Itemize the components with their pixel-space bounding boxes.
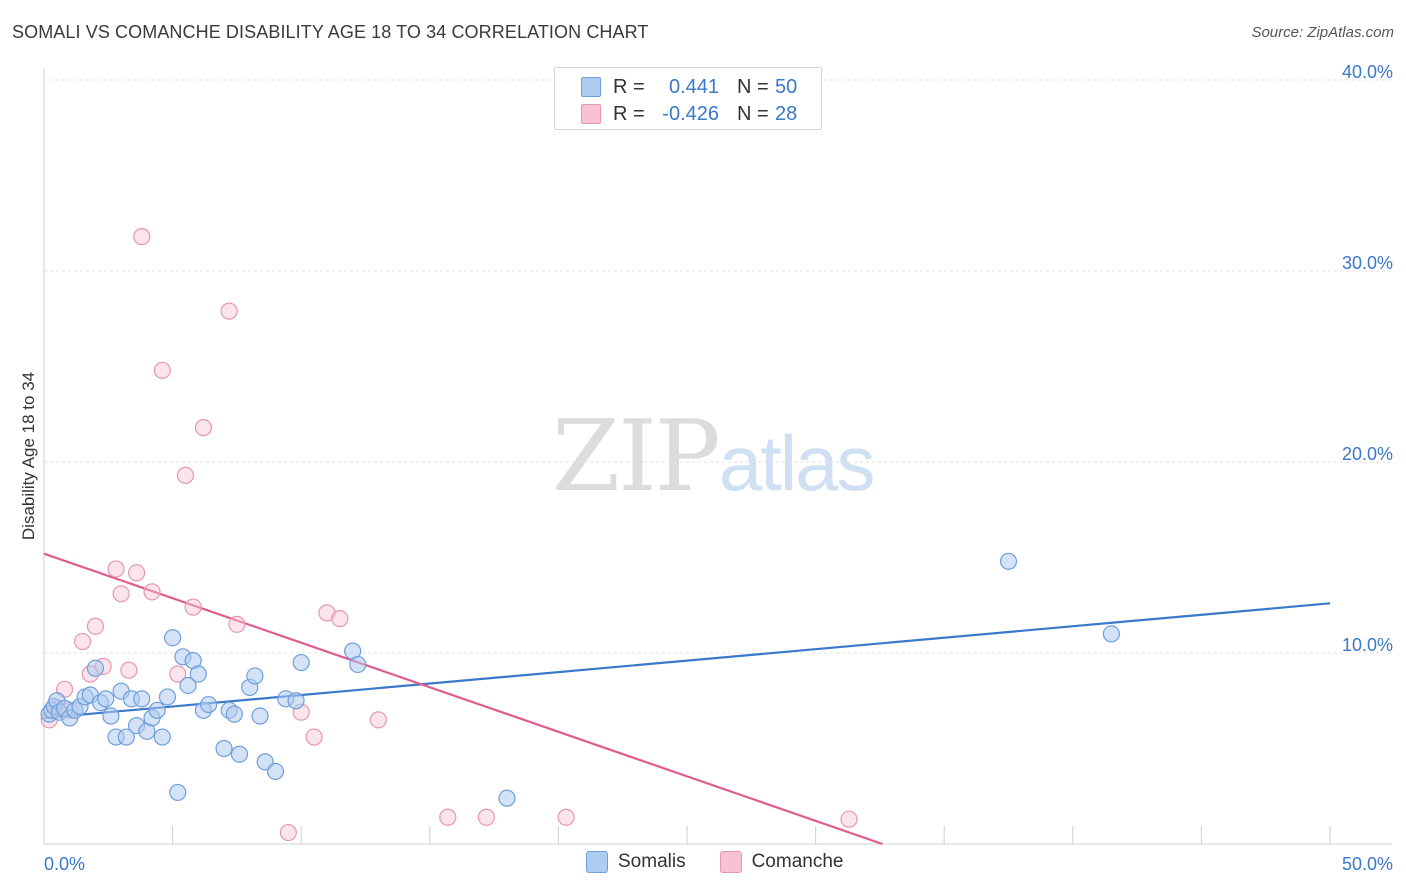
point-comanche [73, 632, 92, 651]
r-value-comanche: -0.426 [662, 102, 719, 125]
point-comanche [220, 302, 238, 320]
trend-line-somalis [43, 602, 1331, 720]
trend-lines [43, 552, 1331, 846]
series-legend: Somalis Comanche [586, 851, 877, 873]
legend-item-somalis[interactable]: Somalis [586, 851, 686, 873]
point-somalis [246, 667, 264, 685]
point-somalis [102, 707, 120, 725]
point-comanche [86, 617, 105, 635]
n-value-somalis: 50 [775, 75, 798, 98]
point-comanche [120, 661, 138, 679]
point-somalis [97, 690, 115, 708]
somalis-legend-swatch [586, 851, 608, 873]
axes [43, 68, 1392, 845]
point-somalis [86, 659, 105, 677]
comanche-swatch [581, 104, 601, 124]
source-credit: Source: ZipAtlas.com [1251, 24, 1394, 41]
x-tick-label-max: 50.0% [1342, 854, 1393, 874]
point-comanche [305, 728, 323, 746]
x-ticks [43, 826, 1331, 844]
point-somalis [153, 728, 171, 746]
r-label: R = [613, 102, 645, 125]
point-somalis [287, 692, 305, 710]
n-label: N = [737, 75, 769, 98]
point-somalis [225, 705, 243, 723]
point-comanche [194, 419, 213, 437]
n-value-comanche: 28 [775, 102, 798, 125]
point-somalis [169, 783, 187, 802]
point-somalis [292, 653, 310, 672]
y-tick-label: 40.0% [1342, 62, 1393, 82]
point-comanche [176, 466, 195, 484]
point-somalis [999, 552, 1018, 570]
y-axis-label: Disability Age 18 to 34 [19, 372, 38, 540]
point-somalis [133, 690, 151, 708]
chart-title: SOMALI VS COMANCHE DISABILITY AGE 18 TO … [12, 22, 649, 42]
legend-row-comanche: R = -0.426 N = 28 [581, 101, 797, 127]
legend-item-comanche[interactable]: Comanche [719, 851, 844, 873]
legend-label-comanche: Comanche [751, 851, 844, 872]
point-comanche [477, 808, 495, 826]
point-comanche [840, 810, 858, 828]
point-somalis [498, 789, 516, 807]
n-label: N = [737, 102, 769, 125]
point-somalis [230, 745, 249, 763]
correlation-legend: R = 0.441 N = 50 R = -0.426 N = 28 [554, 67, 822, 130]
y-tick-label: 20.0% [1342, 444, 1393, 464]
trend-line-comanche [43, 552, 883, 846]
point-somalis [164, 629, 182, 647]
x-tick-label-min: 0.0% [44, 854, 85, 874]
legend-label-somalis: Somalis [618, 851, 686, 872]
point-somalis [215, 739, 233, 758]
r-label: R = [613, 75, 645, 98]
y-tick-label: 30.0% [1342, 253, 1393, 273]
tick-labels: 10.0% 20.0% 30.0% 40.0% 0.0% 50.0% [44, 62, 1393, 874]
point-somalis [251, 707, 269, 725]
point-comanche [279, 823, 297, 842]
somalis-swatch [581, 77, 601, 97]
point-somalis [1102, 625, 1120, 643]
data-points [40, 228, 1120, 842]
point-comanche [127, 564, 146, 582]
point-somalis [148, 701, 166, 719]
point-comanche [153, 361, 171, 379]
point-comanche [184, 598, 202, 616]
point-somalis [189, 665, 207, 683]
point-comanche [557, 808, 575, 826]
point-somalis [266, 762, 285, 781]
point-somalis [200, 695, 218, 714]
point-comanche [331, 610, 349, 628]
point-comanche [169, 665, 187, 683]
point-comanche [133, 228, 151, 246]
point-comanche [439, 808, 457, 826]
point-comanche [369, 711, 387, 729]
point-somalis [158, 688, 177, 706]
comanche-legend-swatch [719, 851, 742, 873]
point-comanche [107, 560, 125, 578]
point-comanche [228, 615, 246, 633]
y-tick-label: 10.0% [1342, 635, 1393, 655]
point-comanche [112, 585, 130, 603]
point-comanche [143, 583, 161, 601]
legend-row-somalis: R = 0.441 N = 50 [581, 74, 797, 100]
gridlines [44, 79, 1392, 654]
point-somalis [117, 728, 135, 746]
point-somalis [179, 676, 197, 695]
r-value-somalis: 0.441 [668, 75, 719, 98]
point-somalis [349, 655, 367, 674]
